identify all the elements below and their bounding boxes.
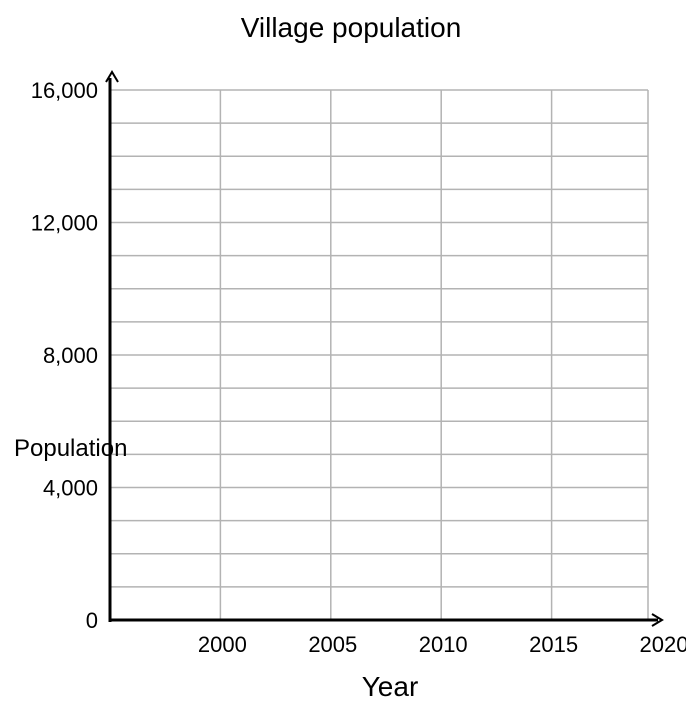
axes xyxy=(105,70,664,627)
y-tick-label: 12,000 xyxy=(31,211,98,236)
y-tick-label: 4,000 xyxy=(43,476,98,501)
y-tick-label: 8,000 xyxy=(43,343,98,368)
x-axis-arrow-icon xyxy=(651,613,664,627)
y-axis-arrow-icon xyxy=(105,70,119,83)
x-tick-labels: 2000 2005 2010 2015 2020 xyxy=(198,632,686,657)
y-tick-label: 0 xyxy=(86,608,98,633)
x-tick-label: 2015 xyxy=(529,632,578,657)
x-tick-label: 2005 xyxy=(308,632,357,657)
x-axis-label: Year xyxy=(362,671,419,702)
x-tick-label: 2020 xyxy=(640,632,686,657)
y-axis-label: Population xyxy=(14,435,127,462)
x-tick-label: 2010 xyxy=(419,632,468,657)
y-tick-label: 16,000 xyxy=(31,78,98,103)
x-tick-label: 2000 xyxy=(198,632,247,657)
grid xyxy=(110,89,649,620)
y-tick-labels: 0 4,000 8,000 12,000 16,000 xyxy=(31,78,98,633)
chart-title: Village population xyxy=(241,12,462,43)
